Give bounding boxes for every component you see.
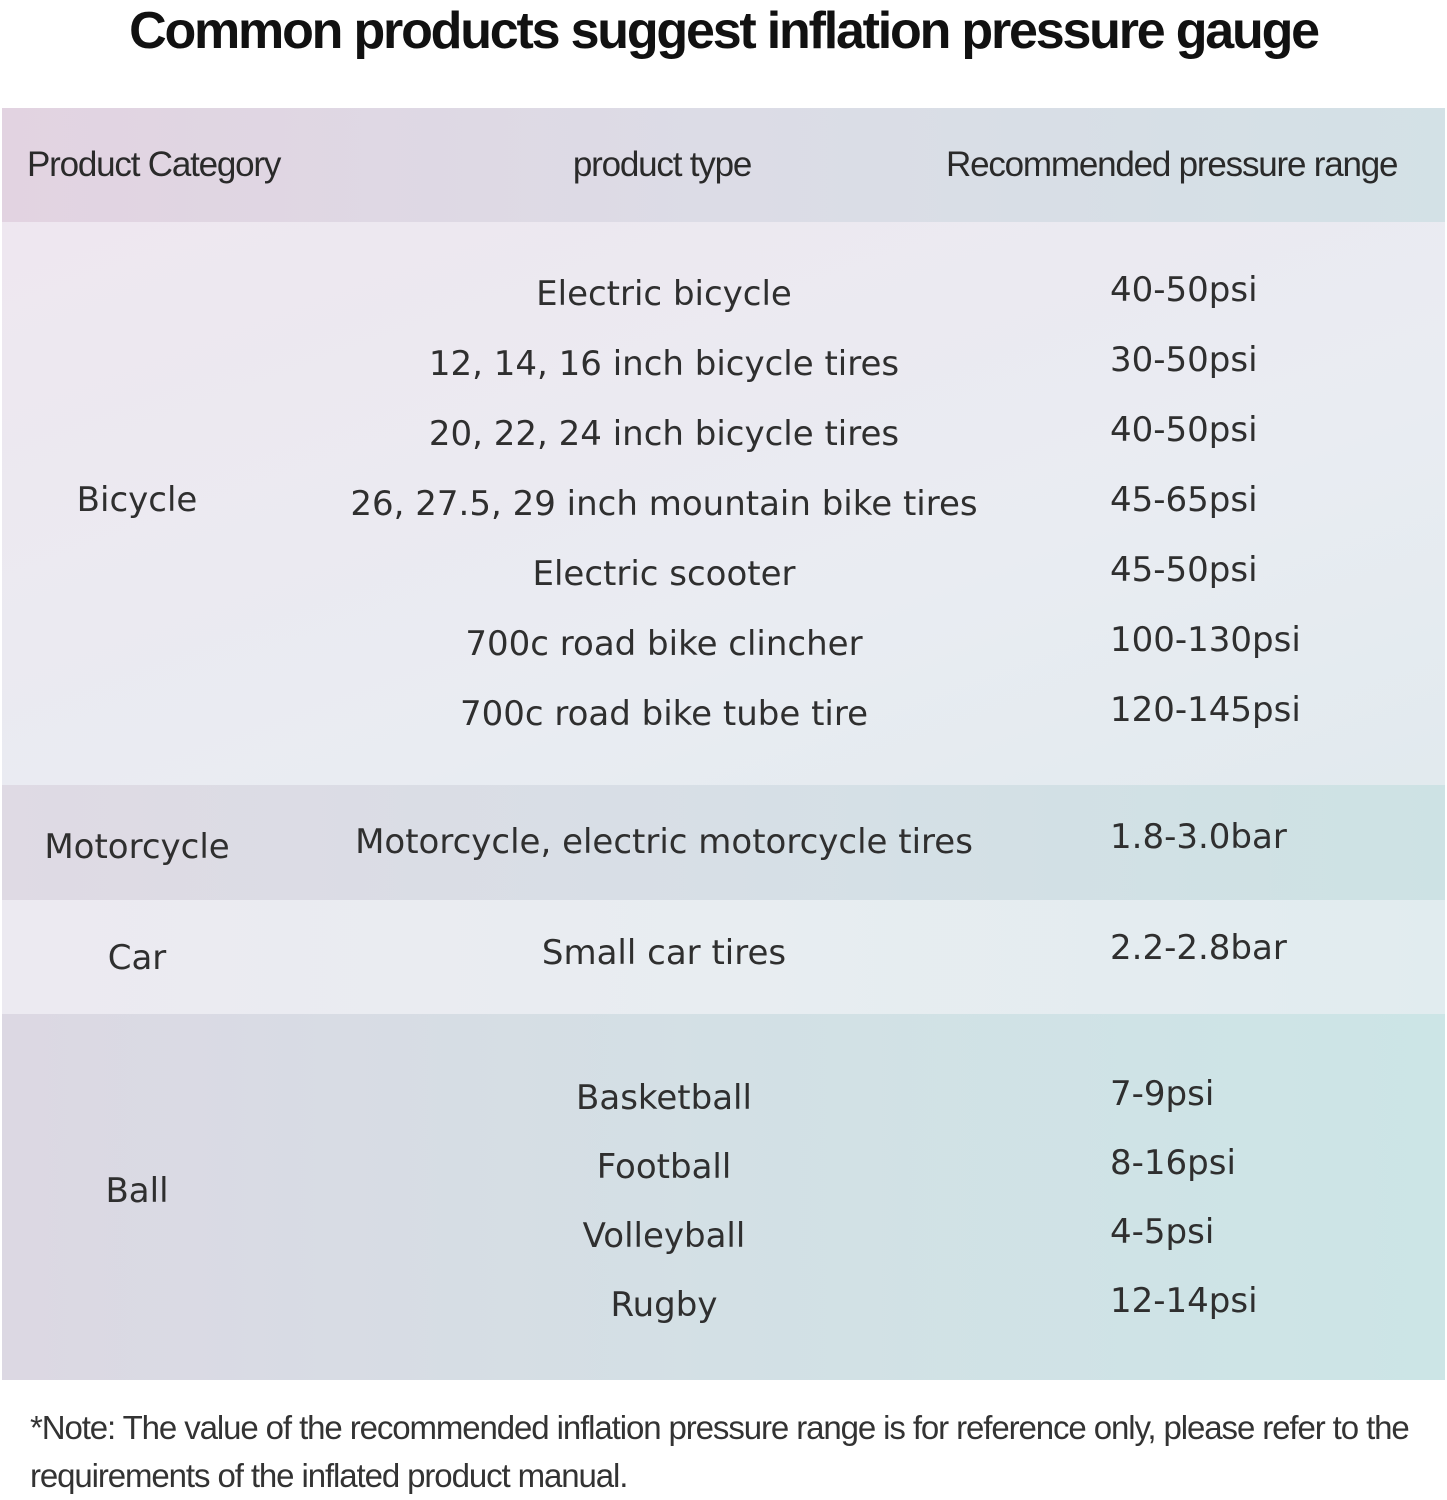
table-row: Football 8-16psi <box>2 1132 1445 1202</box>
header-product-category: Product Category <box>27 145 281 184</box>
table-row: Rugby 12-14psi <box>2 1270 1445 1340</box>
product-type-cell: 700c road bike tube tire <box>460 694 868 734</box>
pressure-range-cell: 40-50psi <box>1110 270 1258 310</box>
table-header-row: Product Category product type Recommende… <box>2 108 1445 222</box>
header-product-type: product type <box>572 145 752 184</box>
table-row: 700c road bike clincher 100-130psi <box>2 607 1445 677</box>
table-row: Electric scooter 45-50psi <box>2 537 1445 607</box>
pressure-range-cell: 4-5psi <box>1110 1212 1215 1252</box>
group-ball: Ball Basketball 7-9psi Football 8-16psi … <box>2 1014 1445 1380</box>
page-title: Common products suggest inflation pressu… <box>129 2 1320 60</box>
table-row: 700c road bike tube tire 120-145psi <box>2 677 1445 747</box>
group-bicycle: Bicycle Electric bicycle 40-50psi 12, 14… <box>2 222 1445 785</box>
product-type-cell: Basketball <box>576 1078 752 1118</box>
category-label-bicycle: Bicycle <box>76 480 198 520</box>
table-row: 12, 14, 16 inch bicycle tires 30-50psi <box>2 327 1445 397</box>
category-label-motorcycle: Motorcycle <box>44 827 230 867</box>
product-type-cell: Volleyball <box>582 1216 746 1256</box>
pressure-range-cell: 45-50psi <box>1110 550 1258 590</box>
pressure-range-cell: 8-16psi <box>1110 1143 1236 1183</box>
pressure-range-cell: 40-50psi <box>1110 410 1258 450</box>
footnote: *Note: The value of the recommended infl… <box>30 1409 1410 1494</box>
table-row: Motorcycle, electric motorcycle tires 1.… <box>2 807 1445 877</box>
product-type-cell: 700c road bike clincher <box>465 624 863 664</box>
table-row: Electric bicycle 40-50psi <box>2 257 1445 327</box>
pressure-range-cell: 100-130psi <box>1110 620 1301 660</box>
table-row: Small car tires 2.2-2.8bar <box>2 924 1445 994</box>
product-type-cell: 20, 22, 24 inch bicycle tires <box>428 414 900 454</box>
table-row: Basketball 7-9psi <box>2 1063 1445 1133</box>
product-type-cell: Electric bicycle <box>536 274 792 314</box>
pressure-table: Product Category product type Recommende… <box>2 108 1445 1380</box>
table-row: 26, 27.5, 29 inch mountain bike tires 45… <box>2 467 1445 537</box>
table-row: 20, 22, 24 inch bicycle tires 40-50psi <box>2 397 1445 467</box>
pressure-range-cell: 45-65psi <box>1110 480 1258 520</box>
pressure-range-cell: 1.8-3.0bar <box>1110 817 1287 857</box>
product-type-cell: 26, 27.5, 29 inch mountain bike tires <box>350 484 978 524</box>
category-label-car: Car <box>107 938 167 978</box>
category-label-ball: Ball <box>105 1171 169 1211</box>
group-motorcycle: Motorcycle Motorcycle, electric motorcyc… <box>2 785 1445 900</box>
product-type-cell: Football <box>596 1147 732 1187</box>
product-type-cell: Rugby <box>610 1285 718 1325</box>
header-pressure-range: Recommended pressure range <box>946 145 1398 184</box>
product-type-cell: Motorcycle, electric motorcycle tires <box>355 822 973 862</box>
product-type-cell: Electric scooter <box>532 554 796 594</box>
table-row: Volleyball 4-5psi <box>2 1201 1445 1271</box>
pressure-range-cell: 30-50psi <box>1110 340 1258 380</box>
pressure-range-cell: 12-14psi <box>1110 1281 1258 1321</box>
product-type-cell: Small car tires <box>541 933 787 973</box>
pressure-range-cell: 120-145psi <box>1110 690 1301 730</box>
pressure-range-cell: 2.2-2.8bar <box>1110 928 1287 968</box>
product-type-cell: 12, 14, 16 inch bicycle tires <box>428 344 900 384</box>
group-car: Car Small car tires 2.2-2.8bar <box>2 900 1445 1014</box>
pressure-range-cell: 7-9psi <box>1110 1074 1215 1114</box>
